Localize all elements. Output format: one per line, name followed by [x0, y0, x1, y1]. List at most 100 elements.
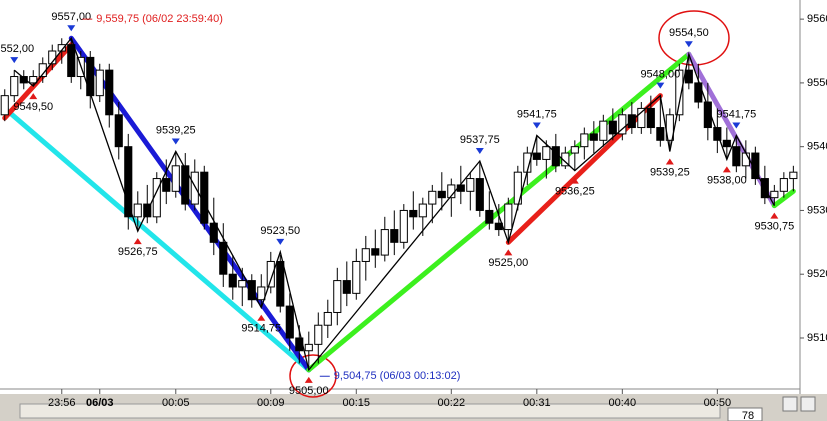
candle-body — [732, 146, 741, 167]
candle-body — [380, 229, 389, 256]
y-tick-label: 9560 — [807, 13, 827, 25]
candle-body — [751, 152, 760, 180]
candle-body — [570, 146, 579, 154]
pivot-marker — [10, 57, 19, 64]
candle-body — [656, 127, 665, 141]
candle-body — [722, 139, 731, 148]
tool-button[interactable] — [800, 396, 816, 412]
candle-body — [504, 203, 513, 231]
pivot-marker — [532, 122, 541, 129]
pivot-marker — [67, 25, 76, 32]
candle-body — [361, 248, 370, 262]
candle-body — [513, 171, 522, 205]
trend-line — [771, 188, 796, 209]
candle-body — [532, 152, 541, 160]
pivot-marker — [656, 82, 665, 89]
trend-line — [2, 105, 312, 373]
pivot-marker — [570, 177, 579, 184]
candle-body — [371, 248, 380, 256]
candle-body — [418, 203, 427, 218]
candle-body — [304, 343, 313, 352]
x-tick-label: 23:56 — [48, 397, 76, 409]
annotation: 9,559,75 (06/02 23:59:40) — [96, 13, 223, 25]
candle-body — [409, 209, 418, 218]
x-tick-label: 00:40 — [609, 397, 637, 409]
candle-body — [86, 56, 95, 97]
pivot-marker — [665, 158, 674, 165]
candle-body — [390, 229, 399, 243]
pivot-label: 9539,25 — [156, 124, 196, 136]
pivot-label: 9548,00 — [640, 69, 680, 81]
candle-body — [342, 280, 351, 294]
candle-body — [789, 171, 798, 180]
candle-body — [475, 178, 484, 211]
zoom-value: 78 — [742, 410, 754, 421]
candle-body — [437, 190, 446, 199]
pivot-label: 9537,75 — [460, 134, 500, 146]
candle-body — [0, 95, 9, 116]
candle-body — [276, 260, 285, 307]
pivot-marker — [722, 166, 731, 173]
pivot-marker — [257, 314, 266, 321]
scroll-track[interactable] — [19, 403, 721, 419]
candle-body — [323, 311, 332, 326]
y-tick-label: 9540 — [807, 141, 827, 153]
trend-line — [2, 42, 74, 121]
candle-body — [608, 120, 617, 135]
pivot-marker — [276, 238, 285, 245]
pivot-label: 9526,75 — [118, 246, 158, 258]
highlight-circle — [289, 354, 337, 398]
pivot-marker — [475, 148, 484, 155]
candle-body — [675, 69, 684, 116]
pivot-label: 9552,00 — [0, 43, 34, 55]
candle-body — [67, 44, 76, 78]
candle-body — [352, 260, 361, 294]
candle-body — [589, 133, 598, 141]
tool-button[interactable] — [782, 396, 798, 412]
candle-body — [551, 146, 560, 167]
candle-body — [238, 280, 247, 288]
x-tick-label: 00:50 — [704, 397, 732, 409]
candle-body — [181, 165, 190, 205]
y-tick-label: 9520 — [807, 268, 827, 280]
zigzag-line — [13, 36, 775, 372]
candle-body — [466, 178, 475, 192]
x-tick-label: 00:31 — [523, 397, 551, 409]
pivot-label: 9525,00 — [488, 257, 528, 269]
candle-body — [580, 133, 589, 148]
candle-body — [314, 324, 323, 345]
candle-body — [741, 152, 750, 167]
candle-body — [190, 171, 199, 205]
candle-body — [485, 209, 494, 224]
candle-body — [285, 305, 294, 339]
pivot-label: 9505,00 — [289, 385, 329, 397]
pivot-label: 9554,50 — [669, 27, 709, 39]
pivot-label: 9539,25 — [650, 166, 690, 178]
pivot-marker — [684, 41, 693, 48]
x-tick-label: 00:09 — [257, 397, 285, 409]
y-tick-label: 9510 — [807, 332, 827, 344]
candle-body — [105, 69, 114, 116]
pivot-marker — [770, 212, 779, 219]
pivot-marker — [732, 122, 741, 129]
pivot-marker — [504, 249, 513, 256]
candle-body — [162, 178, 171, 192]
candle-body — [257, 286, 266, 301]
pivot-label: 9541,75 — [716, 108, 756, 120]
candle-body — [171, 165, 180, 192]
candle-body — [124, 146, 133, 218]
candle-body — [95, 69, 104, 97]
candle-body — [646, 107, 655, 129]
candle-body — [542, 146, 551, 160]
candle-body — [618, 114, 627, 135]
zoom-box[interactable] — [727, 407, 763, 421]
candle-body — [228, 273, 237, 288]
candle-body — [770, 190, 779, 199]
candle-body — [209, 222, 218, 243]
y-tick-label: 9530 — [807, 204, 827, 216]
pivot-label: 9530,75 — [754, 221, 794, 233]
pivot-label: 9538,00 — [707, 174, 747, 186]
candle-body — [133, 203, 142, 218]
